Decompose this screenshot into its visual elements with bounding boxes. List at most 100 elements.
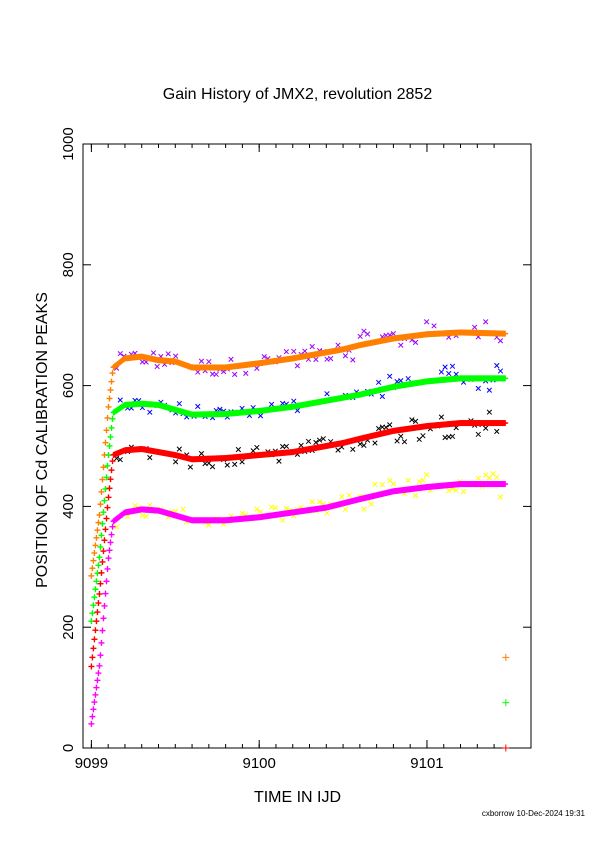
raw-point-stroke [305, 438, 312, 445]
raw-point-stroke [483, 472, 489, 478]
smoothed-point [97, 652, 104, 659]
raw-point [401, 439, 408, 445]
raw-point-stroke [206, 358, 212, 365]
raw-point [449, 363, 456, 369]
raw-point-stroke [420, 433, 426, 439]
smoothed-point [109, 523, 116, 530]
smoothed-point [103, 515, 110, 522]
raw-point [335, 342, 341, 348]
smoothed-point [98, 569, 105, 576]
raw-point-stroke [283, 505, 290, 512]
raw-point-stroke [387, 422, 393, 428]
smoothed-point [92, 586, 99, 593]
raw-point [316, 437, 323, 443]
raw-point [132, 502, 138, 509]
raw-point-stroke [232, 371, 238, 378]
raw-point [195, 369, 201, 375]
raw-point-stroke [198, 450, 205, 457]
raw-point-stroke [176, 400, 182, 407]
raw-point-stroke [268, 401, 275, 408]
raw-point [372, 481, 378, 487]
raw-point [217, 406, 223, 412]
raw-point-stroke [494, 362, 500, 369]
smoothed-point [93, 534, 100, 541]
raw-point [438, 414, 445, 420]
raw-point [243, 370, 249, 376]
raw-point [298, 442, 304, 449]
raw-point-stroke [475, 475, 481, 481]
raw-point-stroke [324, 510, 330, 516]
raw-point-stroke [206, 522, 212, 528]
smoothed-point [95, 562, 102, 569]
raw-point-stroke [180, 506, 186, 512]
raw-point [486, 475, 493, 481]
smoothed-point [102, 590, 109, 597]
smoothed-point [101, 497, 108, 504]
raw-point [383, 424, 389, 431]
smoothed-point [89, 713, 96, 720]
smoothed-point [90, 645, 97, 652]
raw-point-stroke [298, 442, 304, 449]
raw-point [283, 349, 290, 355]
smoothed-point [99, 476, 106, 483]
raw-point [147, 409, 153, 415]
raw-point [497, 368, 504, 374]
raw-point [423, 319, 430, 325]
raw-point [276, 458, 282, 464]
raw-point [449, 433, 456, 440]
raw-point-stroke [291, 398, 297, 404]
raw-point-stroke [486, 409, 493, 415]
raw-point-stroke [235, 446, 242, 453]
x-tick-label: 9099 [75, 755, 108, 772]
raw-point [117, 397, 123, 403]
raw-point [475, 385, 481, 392]
raw-point [390, 330, 397, 337]
raw-point [305, 438, 312, 445]
raw-point [420, 477, 426, 484]
smoothed-point [91, 550, 98, 557]
raw-point-stroke [453, 487, 459, 494]
smoothed-point [107, 433, 114, 440]
smoothed-point [93, 578, 100, 585]
raw-point-stroke [283, 443, 290, 450]
raw-point [375, 379, 382, 386]
raw-point [412, 492, 419, 499]
raw-point [324, 510, 330, 516]
raw-point [235, 446, 242, 453]
raw-point [446, 370, 452, 377]
raw-point [486, 387, 493, 393]
raw-point-stroke [254, 365, 260, 371]
raw-point [350, 357, 356, 363]
smoothed-point [100, 509, 107, 516]
raw-point [412, 339, 419, 346]
raw-point [361, 328, 367, 334]
raw-point [405, 375, 411, 382]
raw-point [147, 454, 153, 461]
y-tick-label: 600 [60, 373, 77, 398]
raw-point [398, 342, 404, 348]
raw-point [420, 433, 426, 439]
raw-point-stroke [239, 510, 245, 516]
x-tick-label: 9100 [242, 755, 275, 772]
raw-point-stroke [438, 414, 445, 420]
smoothed-point [88, 663, 95, 670]
raw-point-stroke [195, 369, 201, 375]
raw-point-stroke [257, 413, 264, 419]
smoothed-point [96, 590, 103, 597]
raw-point-stroke [383, 424, 389, 431]
smoothed-point [96, 662, 103, 669]
raw-point [309, 343, 315, 350]
raw-point [409, 417, 415, 423]
raw-point [497, 494, 504, 500]
smoothed-point [99, 520, 106, 527]
raw-point-stroke [442, 364, 448, 370]
raw-point-stroke [316, 499, 323, 505]
raw-point-stroke [291, 348, 297, 355]
raw-point-stroke [172, 353, 179, 359]
raw-point [394, 438, 400, 444]
smoothed-point [90, 557, 97, 564]
smoothed-point [109, 415, 116, 422]
smoothed-point [100, 615, 107, 622]
smoothed-point [92, 627, 99, 634]
